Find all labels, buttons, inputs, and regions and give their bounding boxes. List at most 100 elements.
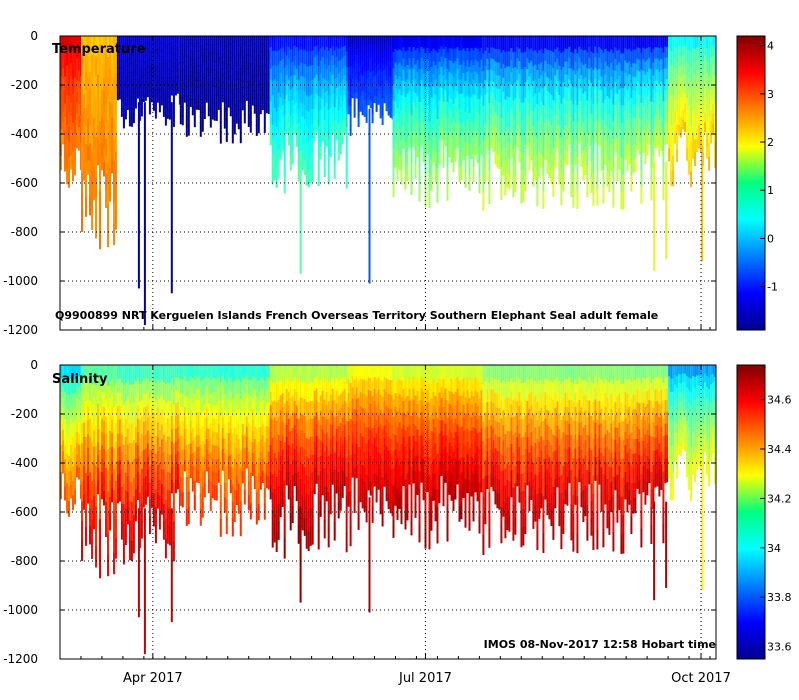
temperature-cell [83, 166, 85, 181]
temperature-cell [179, 50, 180, 57]
salinity-cell [117, 448, 119, 462]
temperature-cell [161, 64, 163, 72]
temperature-cell [107, 226, 109, 248]
temperature-cell [604, 151, 606, 164]
temperature-cell [256, 86, 258, 97]
temperature-cell [435, 80, 437, 95]
salinity-cell [107, 555, 109, 577]
temperature-cell [564, 100, 566, 113]
temperature-cell [190, 92, 192, 100]
temperature-cell [421, 47, 423, 59]
salinity-cell [157, 408, 159, 423]
temperature-cell [107, 204, 109, 226]
salinity-cell [212, 485, 214, 499]
salinity-cell [326, 392, 328, 406]
temperature-cell [616, 79, 618, 94]
salinity-cell [127, 397, 129, 414]
temperature-cell [662, 134, 664, 151]
salinity-cell [298, 436, 300, 454]
temperature-cell [700, 129, 702, 141]
temperature-cell [62, 90, 64, 101]
salinity-heatmap [60, 365, 716, 654]
temperature-cell [449, 36, 451, 49]
salinity-cell [336, 403, 338, 416]
temperature-cell [457, 114, 459, 126]
temperature-cell [612, 122, 614, 140]
salinity-cell [208, 391, 210, 404]
temperature-cell [652, 115, 654, 129]
temperature-cell [682, 110, 684, 120]
salinity-cell [127, 381, 129, 398]
temperature-cell [121, 108, 123, 117]
temperature-cell [276, 66, 278, 82]
salinity-cell [352, 399, 354, 411]
temperature-cell [180, 115, 182, 124]
temperature-cell [620, 53, 622, 71]
salinity-cell [89, 437, 91, 456]
salinity-cell [224, 424, 226, 439]
temperature-cell [486, 127, 488, 139]
temperature-cell [111, 91, 113, 105]
temperature-cell [236, 36, 238, 45]
salinity-cell [362, 465, 364, 480]
temperature-cell [74, 133, 76, 148]
temperature-cell [455, 136, 457, 149]
salinity-cell [258, 396, 260, 412]
temperature-cell [668, 148, 670, 161]
temperature-cell [596, 171, 598, 189]
salinity-cell [308, 421, 310, 440]
temperature-cell [608, 52, 610, 68]
temperature-cell [556, 103, 558, 115]
temperature-cell [614, 36, 616, 48]
salinity-cell [87, 434, 89, 448]
temperature-cell [423, 149, 425, 162]
salinity-cell [246, 406, 248, 417]
temperature-cell [634, 63, 636, 77]
temperature-cell [604, 100, 606, 113]
salinity-cell [141, 400, 143, 418]
temperature-cell [608, 98, 610, 114]
temperature-cell [463, 73, 465, 86]
temperature-cell [582, 122, 584, 137]
temperature-cell [628, 62, 630, 75]
temperature-cell [409, 103, 411, 115]
temperature-cell [640, 103, 642, 120]
salinity-cell [274, 365, 276, 383]
temperature-cell [330, 96, 332, 109]
temperature-cell [312, 65, 314, 80]
salinity-cell [290, 398, 292, 415]
temperature-cell [598, 91, 600, 103]
temperature-cell [542, 139, 544, 157]
salinity-cell [374, 438, 376, 451]
temperature-cell [64, 90, 66, 104]
temperature-cell [692, 146, 694, 159]
temperature-cell [524, 67, 526, 83]
temperature-cell [504, 68, 506, 85]
salinity-cell [145, 379, 147, 394]
temperature-cell [656, 81, 658, 93]
salinity-cell [304, 416, 306, 434]
salinity-cell [143, 436, 145, 451]
salinity-cell [318, 494, 320, 513]
temperature-cell [580, 36, 582, 50]
temperature-cell [580, 49, 582, 63]
temperature-cell [550, 139, 552, 154]
temperature-cell [350, 86, 352, 97]
temperature-cell [596, 53, 598, 71]
temperature-cell [143, 95, 145, 102]
temperature-cell [634, 36, 636, 50]
salinity-cell [354, 468, 356, 483]
temperature-cell [421, 69, 423, 81]
temperature-cell [179, 84, 180, 91]
temperature-cell [498, 36, 500, 50]
salinity-cell [141, 486, 143, 504]
temperature-cell [316, 36, 318, 46]
temperature-cell [488, 170, 490, 187]
temperature-cell [592, 189, 594, 207]
salinity-cell [83, 466, 85, 481]
temperature-cell [510, 48, 512, 61]
temperature-colorbar-tick-label: 2 [767, 136, 774, 149]
temperature-cell [212, 94, 214, 103]
temperature-cell [616, 36, 618, 51]
temperature-cell [590, 67, 592, 83]
